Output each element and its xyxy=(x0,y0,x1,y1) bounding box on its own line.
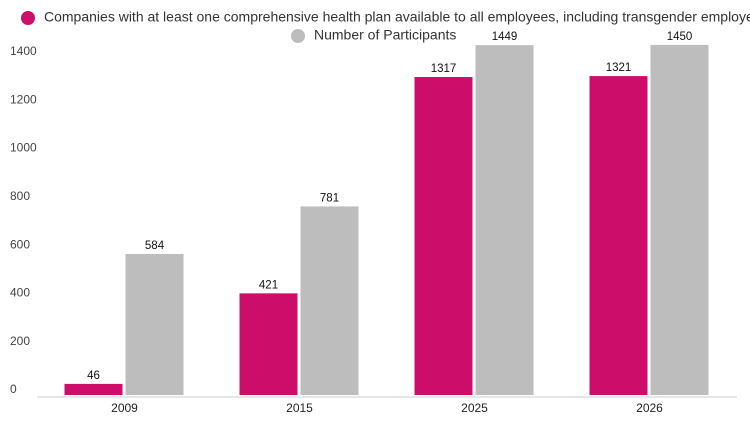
value-label: 421 xyxy=(259,279,278,291)
value-label: 781 xyxy=(320,192,339,204)
y-tick-label: 0 xyxy=(10,382,17,396)
y-tick-label: 800 xyxy=(10,189,30,203)
legend-marker xyxy=(291,29,305,43)
value-label: 584 xyxy=(145,240,165,252)
x-tick-label: 2025 xyxy=(461,401,488,415)
value-label: 1317 xyxy=(431,63,457,75)
y-tick-label: 200 xyxy=(10,334,30,348)
x-tick-label: 2026 xyxy=(636,401,663,415)
y-tick-label: 1000 xyxy=(10,141,37,155)
value-label: 46 xyxy=(87,370,100,382)
bar xyxy=(589,76,648,395)
y-tick-label: 400 xyxy=(10,286,30,300)
value-label: 1450 xyxy=(667,31,693,43)
x-tick-label: 2015 xyxy=(286,401,313,415)
y-tick-label: 1400 xyxy=(10,44,37,58)
legend-label: Companies with at least one comprehensiv… xyxy=(44,9,750,25)
value-label: 1449 xyxy=(492,31,518,43)
bar xyxy=(414,77,473,395)
x-tick-label: 2009 xyxy=(111,401,138,415)
bar xyxy=(125,254,184,395)
legend-marker xyxy=(21,11,35,25)
bar xyxy=(239,293,298,395)
value-label: 1321 xyxy=(606,62,632,74)
bar xyxy=(475,45,534,396)
y-tick-label: 600 xyxy=(10,237,30,251)
bar xyxy=(64,383,123,395)
bar xyxy=(300,206,359,395)
legend-label: Number of Participants xyxy=(314,27,456,43)
bar xyxy=(650,44,709,396)
y-tick-label: 1200 xyxy=(10,92,37,106)
